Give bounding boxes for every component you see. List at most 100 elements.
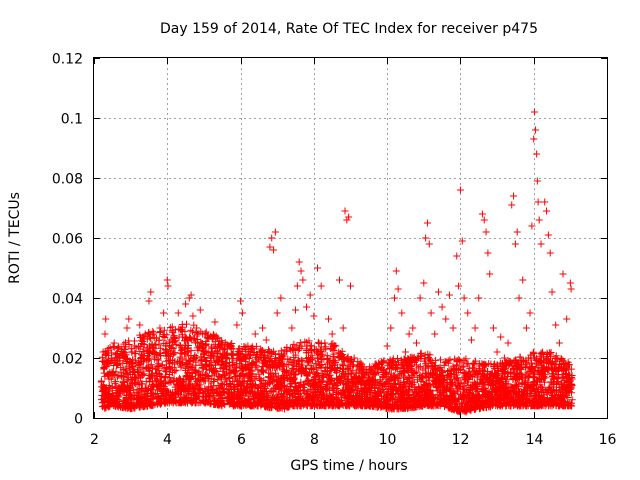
data-point [319, 385, 327, 393]
data-point [286, 356, 294, 364]
data-point [143, 390, 151, 398]
data-point [431, 330, 439, 338]
data-point [372, 360, 380, 368]
data-point [429, 402, 437, 410]
data-point [160, 326, 168, 334]
data-point [540, 374, 548, 382]
data-point [196, 343, 204, 351]
data-point [189, 328, 197, 336]
data-point [183, 320, 191, 328]
data-point [157, 328, 165, 336]
data-point [408, 369, 416, 377]
data-point [323, 398, 331, 406]
data-point [312, 370, 320, 378]
data-point [462, 408, 470, 416]
data-point [389, 390, 397, 398]
data-point [111, 399, 119, 407]
data-point [422, 234, 430, 242]
data-point [213, 390, 221, 398]
data-point [173, 382, 181, 390]
data-point [461, 372, 469, 380]
data-point [138, 357, 146, 365]
data-point [549, 366, 557, 374]
data-point [404, 404, 412, 412]
data-point [416, 373, 424, 381]
data-point [100, 398, 108, 406]
data-point [138, 372, 146, 380]
data-point [489, 395, 497, 403]
data-point [238, 309, 246, 317]
data-point [125, 315, 133, 323]
data-point [412, 339, 420, 347]
data-point [481, 380, 489, 388]
data-point [504, 380, 512, 388]
data-point [476, 404, 484, 412]
data-point [192, 361, 200, 369]
data-point [324, 355, 332, 363]
data-point [540, 388, 548, 396]
data-point [549, 397, 557, 405]
data-point [229, 345, 237, 353]
data-point [265, 374, 273, 382]
data-point [116, 354, 124, 362]
data-point [412, 386, 420, 394]
data-point [264, 380, 272, 388]
data-point [546, 249, 554, 257]
data-point [417, 401, 425, 409]
data-point [448, 378, 456, 386]
data-point [338, 368, 346, 376]
data-point [310, 346, 318, 354]
data-point [417, 350, 425, 358]
data-point [117, 364, 125, 372]
data-point [496, 380, 504, 388]
data-point [262, 336, 270, 344]
data-point [182, 361, 190, 369]
data-point [215, 372, 223, 380]
data-point [467, 383, 475, 391]
data-point [172, 389, 179, 397]
data-point [166, 377, 174, 385]
data-point [434, 288, 442, 296]
data-point [489, 324, 497, 332]
data-point [462, 355, 470, 363]
data-point [192, 328, 200, 336]
data-point [521, 398, 529, 406]
data-point [493, 376, 501, 384]
data-point [387, 324, 395, 332]
data-point [421, 355, 429, 363]
data-point [354, 378, 362, 386]
data-point [498, 385, 506, 393]
data-point [552, 388, 560, 396]
data-point [270, 347, 278, 355]
data-point [195, 367, 203, 375]
data-point [187, 291, 195, 299]
data-point [307, 386, 315, 394]
data-point [206, 393, 214, 401]
data-point [150, 334, 158, 342]
data-point [352, 401, 360, 409]
data-point [345, 213, 353, 221]
data-point [156, 352, 164, 360]
data-point [549, 375, 557, 383]
data-point [339, 324, 347, 332]
data-point [214, 389, 222, 397]
data-point [130, 403, 138, 411]
data-point [390, 294, 398, 302]
data-point [152, 369, 160, 377]
data-point [409, 381, 417, 389]
data-point [458, 363, 466, 371]
data-point [275, 377, 283, 385]
data-point [475, 294, 483, 302]
data-point [548, 359, 556, 367]
data-point [522, 324, 530, 332]
data-point [305, 369, 313, 377]
data-point [535, 216, 543, 224]
data-point [196, 306, 204, 314]
plot-frame [93, 57, 608, 419]
data-point [250, 388, 258, 396]
data-point [567, 402, 575, 410]
data-point [352, 382, 360, 390]
data-point [319, 394, 327, 402]
data-point [147, 395, 155, 403]
data-point [342, 383, 350, 391]
